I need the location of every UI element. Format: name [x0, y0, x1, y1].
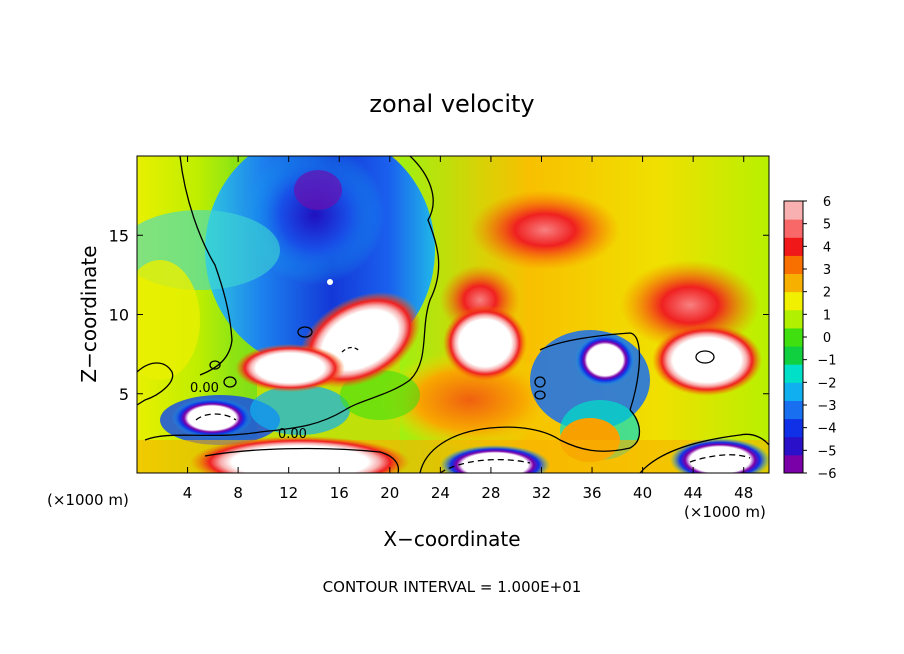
colorbar-swatch: [784, 201, 803, 220]
x-tick-label: 20: [380, 484, 399, 502]
x-tick-label: 12: [279, 484, 298, 502]
colorbar-tick-label: −2: [817, 376, 836, 391]
y-axis-ticks: 5 10 15: [109, 226, 769, 404]
x-unit-left: (×1000 m): [47, 491, 129, 509]
colorbar-swatch: [784, 237, 803, 256]
chart-title: zonal velocity: [369, 90, 534, 118]
colorbar-swatch: [784, 382, 803, 401]
colorbar-tick-label: 1: [823, 308, 831, 323]
colorbar-swatch: [784, 400, 803, 420]
y-tick-label: 5: [119, 385, 129, 404]
colorbar-swatch: [784, 255, 803, 275]
colorbar-swatch: [784, 364, 803, 383]
x-tick-label: 16: [330, 484, 349, 502]
colorbar-tick-label: −3: [817, 399, 836, 414]
x-tick-label: 28: [481, 484, 500, 502]
colorbar-tick-label: 5: [823, 218, 831, 233]
colorbar-swatch: [784, 436, 803, 456]
x-tick-label: 36: [582, 484, 601, 502]
colorbar-tick-label: −6: [817, 467, 836, 482]
y-tick-label: 15: [109, 226, 129, 245]
x-tick-label: 4: [183, 484, 193, 502]
colorbar-tick-label: 3: [823, 263, 831, 278]
x-tick-label: 8: [233, 484, 243, 502]
heatmap-field: [137, 156, 769, 473]
colorbar-tick-label: −1: [817, 354, 836, 369]
colorbar-swatch: [784, 346, 803, 365]
colorbar-swatch: [784, 309, 803, 329]
colorbar-tick-label: 2: [823, 286, 831, 301]
colorbar-swatch: [784, 219, 803, 238]
x-tick-label: 44: [684, 484, 703, 502]
x-tick-label: 48: [734, 484, 753, 502]
colorbar-tick-label: 6: [823, 195, 831, 210]
colorbar-swatch: [784, 418, 803, 438]
contour-labels: 0.00 0.00: [190, 381, 307, 442]
y-tick-label: 10: [109, 306, 129, 325]
colorbar-tick-label: 0: [823, 331, 831, 346]
contour-label: 0.00: [190, 381, 219, 396]
y-axis-label: Z−coordinate: [77, 245, 101, 382]
colorbar-swatch: [784, 454, 803, 474]
colorbar-swatch: [784, 327, 803, 347]
contour-lines: [137, 156, 769, 473]
colorbar-swatch: [784, 273, 803, 293]
colorbar-tick-label: −5: [817, 444, 836, 459]
contour-interval-note: CONTOUR INTERVAL = 1.000E+01: [323, 578, 582, 596]
colorbar-tick-label: −4: [817, 422, 836, 437]
colorbar-swatch: [784, 291, 803, 311]
x-unit-right: (×1000 m): [684, 503, 766, 521]
x-axis-ticks: 4 8 12 16 20 24 28 32 36 40 44 48: [183, 156, 753, 502]
colorbar: 6 5 4 3 2 1 0 −1 −2 −3 −4 −5 −6: [783, 195, 837, 482]
x-axis-label: X−coordinate: [383, 527, 520, 551]
x-tick-label: 24: [431, 484, 450, 502]
colorbar-tick-label: 4: [823, 240, 831, 255]
x-tick-label: 40: [633, 484, 652, 502]
x-tick-label: 32: [532, 484, 551, 502]
contour-label: 0.00: [278, 427, 307, 442]
